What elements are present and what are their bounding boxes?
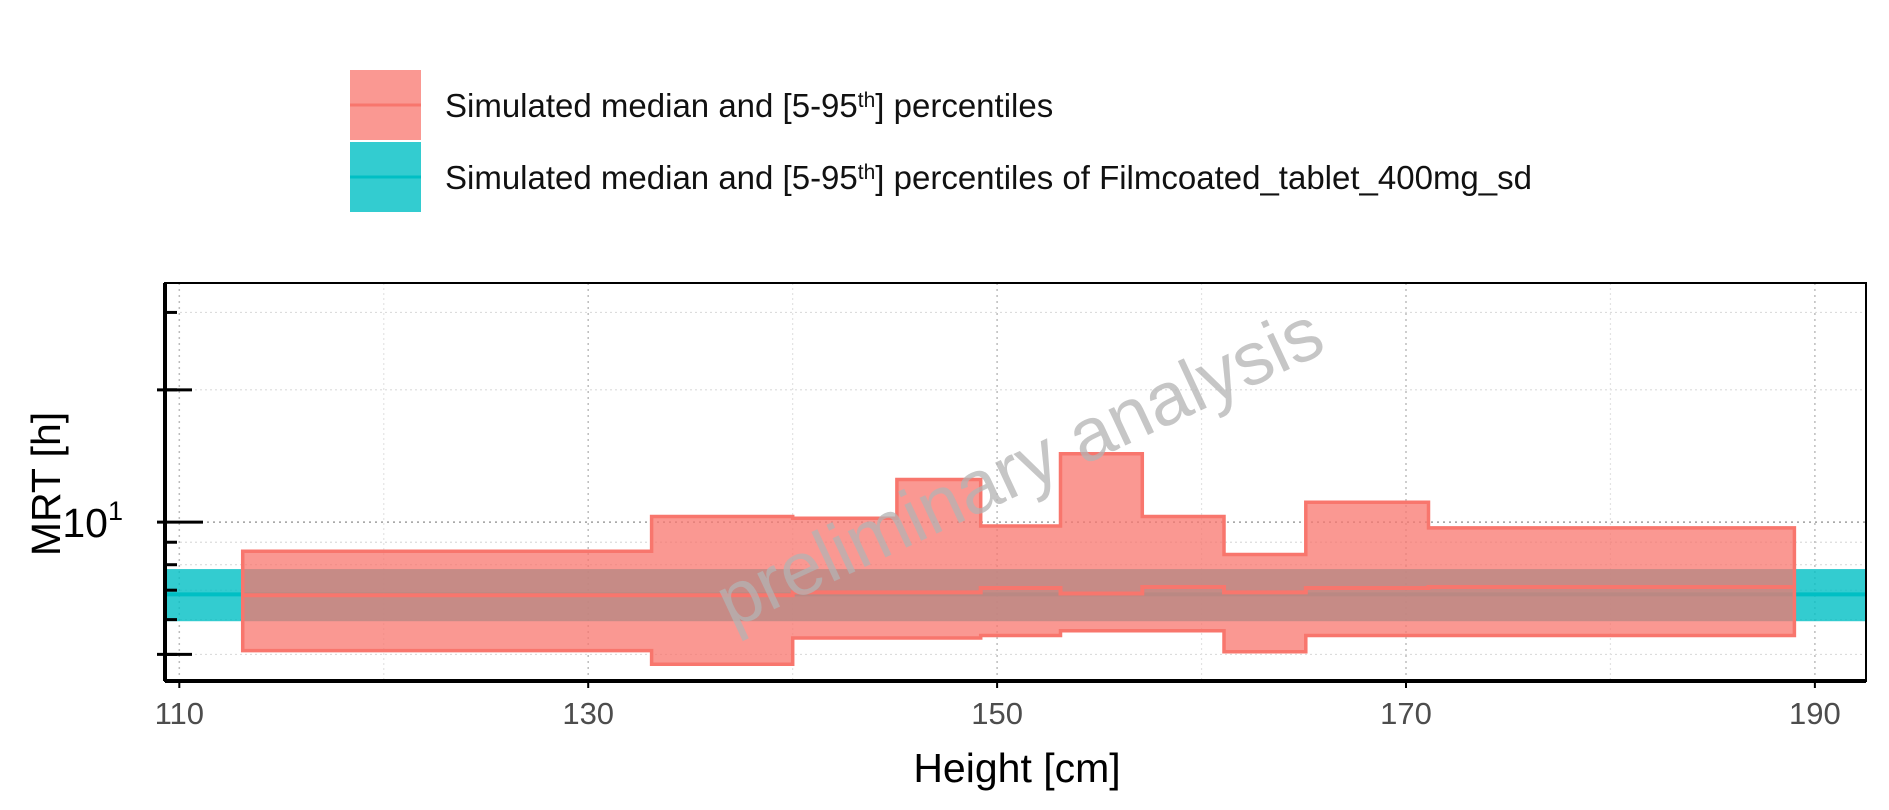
legend-label-reference: Simulated median and [5-95th] percentile… (445, 159, 1532, 196)
x-tick-label: 170 (1380, 696, 1432, 731)
x-tick-label: 150 (971, 696, 1023, 731)
y-axis-title: MRT [h] (23, 412, 69, 556)
x-axis-title: Height [cm] (913, 745, 1120, 791)
legend-label-simulated: Simulated median and [5-95th] percentile… (445, 87, 1053, 124)
simulated-band-layer (240, 452, 1797, 666)
simulated-median-line (242, 585, 1795, 598)
y-tick-label: 101 (62, 496, 123, 546)
x-tick-label: 190 (1789, 696, 1841, 731)
x-tick-label: 130 (562, 696, 614, 731)
legend: Simulated median and [5-95th] percentile… (350, 70, 1532, 212)
axes: 101 110 130 150 170 190 (62, 282, 1867, 731)
simulated-percentile-band (240, 452, 1797, 666)
x-tick-label: 110 (155, 696, 204, 731)
